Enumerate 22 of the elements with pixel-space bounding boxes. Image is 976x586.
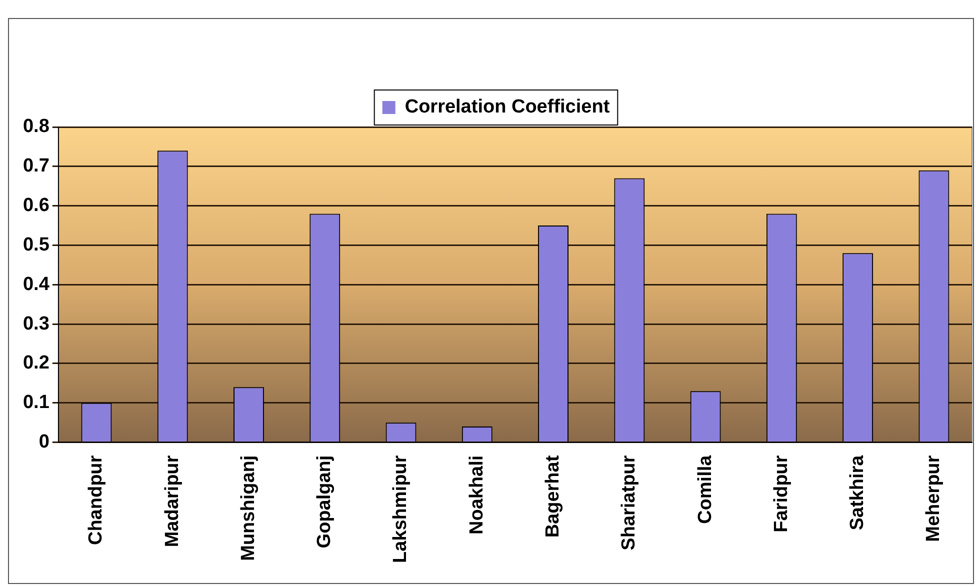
y-tick-label: 0.7 xyxy=(22,156,50,177)
x-tick-label: Chandpur xyxy=(86,454,107,546)
y-tick-label: 0.3 xyxy=(22,313,50,334)
y-tick-label: 0.1 xyxy=(22,392,50,414)
x-tick-label: Comilla xyxy=(694,454,716,524)
y-tick-label: 0.5 xyxy=(22,234,50,256)
x-tick-label: Bagerhat xyxy=(542,454,564,538)
x-tick-label: Madaripur xyxy=(162,454,183,548)
x-tick-label: Gopalganj xyxy=(314,455,336,548)
x-tick-label: Satkhira xyxy=(847,454,868,530)
x-tick-label: Shariatpur xyxy=(618,454,640,550)
x-tick-label: Noakhali xyxy=(466,455,488,535)
x-tick-label: Meherpur xyxy=(923,454,944,542)
x-tick-label: Munshiganj xyxy=(238,455,259,561)
x-tick-label: Faridpur xyxy=(770,454,792,532)
y-tick-label: 0.2 xyxy=(22,352,50,374)
y-tick-label: 0 xyxy=(38,432,50,453)
legend-label: Correlation Coefficient xyxy=(404,96,610,118)
y-tick-label: 0.8 xyxy=(22,116,50,138)
x-tick-label: Lakshmipur xyxy=(390,454,412,564)
y-tick-label: 0.6 xyxy=(22,195,50,216)
y-tick-label: 0.4 xyxy=(22,274,50,295)
